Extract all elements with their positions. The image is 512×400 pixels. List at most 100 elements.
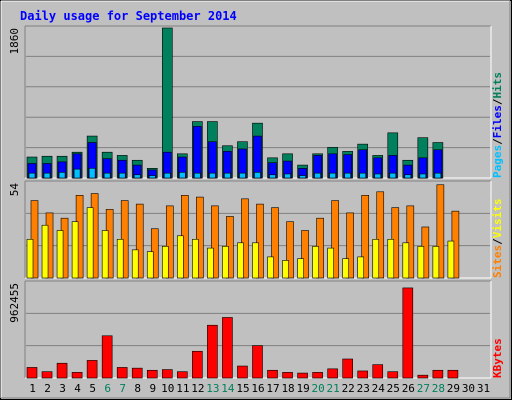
bar-files-day-12	[193, 126, 202, 179]
x-tick-label: 28	[432, 382, 445, 395]
x-tick-label: 7	[119, 382, 126, 395]
bar-sites-day-16	[252, 242, 259, 279]
x-tick-label: 10	[161, 382, 174, 395]
bar-kbytes-day-23	[357, 370, 369, 379]
x-tick-label: 13	[206, 382, 219, 395]
x-tick-label: 9	[149, 382, 156, 395]
bar-sites-day-2	[41, 224, 49, 279]
x-tick-label: 22	[342, 382, 355, 395]
y-max-label: 1860	[8, 28, 21, 55]
bar-kbytes-day-10	[161, 369, 173, 379]
bar-pages-day-27	[419, 173, 427, 179]
bar-kbytes-day-26	[402, 287, 414, 379]
bar-kbytes-day-29	[447, 369, 459, 379]
bar-kbytes-day-20	[312, 372, 323, 379]
legend-separator: /	[491, 238, 504, 245]
bar-visits-day-22	[346, 212, 354, 279]
x-tick-label: 17	[266, 382, 279, 395]
bar-kbytes-day-18	[282, 372, 293, 379]
x-tick-label: 21	[327, 382, 340, 395]
bar-pages-day-13	[209, 172, 216, 179]
x-tick-label: 8	[134, 382, 141, 395]
bar-pages-day-22	[344, 172, 351, 179]
bar-pages-day-2	[43, 172, 51, 179]
x-tick-label: 15	[236, 382, 249, 395]
bar-pages-day-9	[148, 175, 156, 179]
x-tick-label: 24	[372, 382, 386, 395]
bar-sites-day-25	[387, 238, 395, 279]
x-tick-label: 12	[191, 382, 204, 395]
bar-visits-day-19	[301, 230, 309, 279]
bar-kbytes-day-7	[116, 367, 128, 379]
bar-sites-day-27	[417, 246, 425, 279]
bar-visits-day-17	[271, 207, 279, 279]
bar-sites-day-13	[207, 247, 214, 279]
bar-sites-day-20	[312, 246, 319, 279]
bar-visits-day-26	[406, 205, 415, 279]
bar-kbytes-day-22	[342, 358, 353, 379]
series-legend: KBytes	[491, 338, 504, 378]
bar-visits-day-23	[361, 195, 370, 279]
bar-kbytes-day-27	[417, 374, 429, 379]
bar-pages-day-6	[103, 172, 111, 179]
legend-hits: Hits	[491, 72, 504, 99]
bar-kbytes-day-9	[146, 369, 158, 379]
bar-pages-day-28	[434, 172, 442, 179]
bar-sites-day-18	[282, 260, 289, 279]
bar-pages-day-17	[269, 174, 276, 179]
bar-sites-day-8	[131, 249, 139, 279]
bar-sites-day-15	[237, 242, 244, 279]
bar-visits-day-10	[165, 205, 174, 279]
bar-pages-day-26	[404, 174, 412, 179]
x-tick-label: 26	[402, 382, 415, 395]
bar-pages-day-7	[118, 172, 126, 179]
bar-sites-day-3	[56, 230, 64, 279]
bar-sites-day-9	[146, 251, 154, 279]
bar-sites-day-28	[432, 246, 440, 279]
chart-title: Daily usage for September 2014	[20, 9, 237, 23]
bar-pages-day-8	[133, 174, 141, 179]
x-tick-label: 25	[387, 382, 400, 395]
x-tick-label: 11	[176, 382, 189, 395]
bar-pages-day-1	[28, 172, 36, 179]
x-tick-label: 31	[477, 382, 490, 395]
bar-kbytes-day-28	[432, 369, 444, 379]
bar-kbytes-day-25	[387, 371, 399, 379]
bar-kbytes-day-17	[267, 369, 278, 379]
bar-sites-day-10	[161, 246, 169, 279]
bar-kbytes-day-4	[71, 372, 83, 379]
x-tick-label: 1	[29, 382, 36, 395]
legend-visits: Visits	[491, 199, 504, 239]
series-legend: Pages/Files/Hits	[491, 72, 504, 178]
bar-visits-day-21	[331, 200, 339, 279]
bar-kbytes-day-24	[372, 364, 384, 379]
bar-pages-day-14	[224, 172, 231, 179]
legend-files: Files	[491, 105, 504, 138]
bar-kbytes-day-13	[207, 324, 218, 379]
legend-separator: /	[491, 98, 504, 105]
bar-visits-day-16	[256, 203, 264, 279]
legend-pages: Pages	[491, 145, 504, 178]
bar-kbytes-day-8	[131, 367, 143, 379]
bar-visits-day-24	[376, 191, 385, 279]
bar-kbytes-day-16	[252, 345, 263, 379]
bar-sites-day-26	[402, 242, 410, 279]
bar-pages-day-5	[88, 168, 96, 179]
bar-sites-day-14	[222, 246, 229, 279]
bar-pages-day-24	[374, 173, 382, 179]
bar-pages-day-21	[329, 172, 336, 179]
x-tick-label: 23	[357, 382, 370, 395]
bar-visits-day-12	[196, 196, 204, 279]
bar-pages-day-11	[179, 172, 186, 179]
bar-kbytes-day-3	[56, 362, 68, 379]
bar-sites-day-17	[267, 256, 274, 279]
bar-files-day-16	[253, 135, 262, 179]
bar-pages-day-18	[284, 173, 291, 179]
bar-pages-day-15	[239, 172, 246, 179]
bar-sites-day-22	[342, 258, 349, 279]
x-tick-label: 14	[221, 382, 235, 395]
x-tick-label: 5	[89, 382, 96, 395]
bar-kbytes-day-6	[101, 335, 113, 379]
